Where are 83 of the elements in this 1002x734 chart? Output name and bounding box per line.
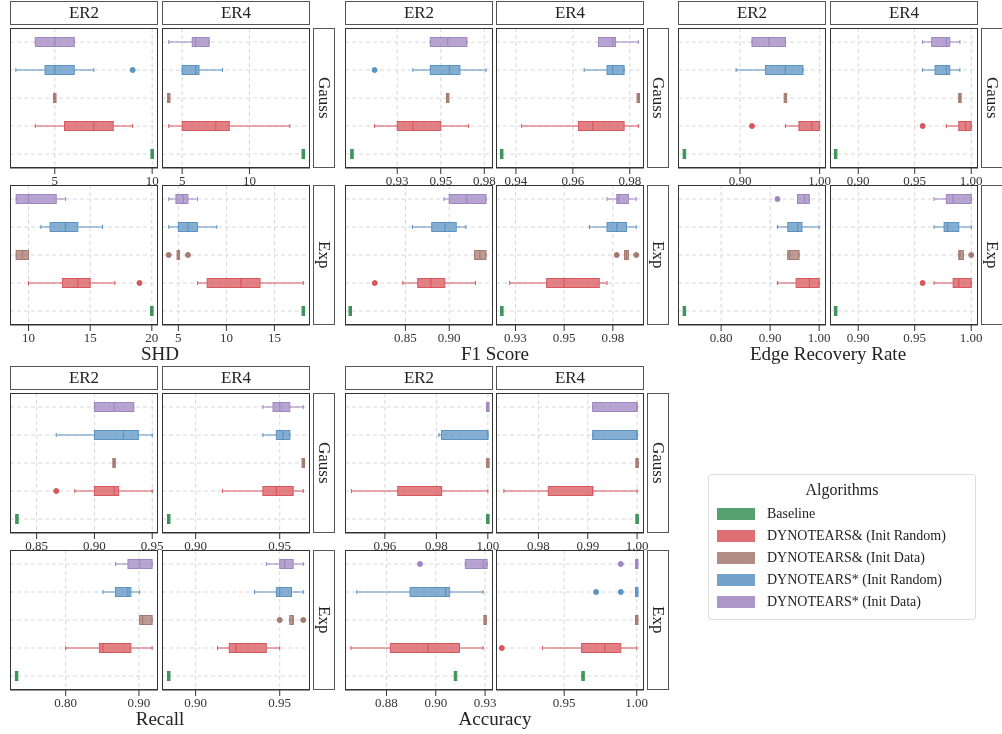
x-tick-label: 0.80 (54, 695, 78, 711)
x-tick-label: 0.90 (846, 330, 870, 346)
x-tick-label: 1.00 (476, 538, 500, 554)
text: Exp (648, 241, 668, 269)
chart-title: ER2 (345, 366, 493, 390)
x-tick-label: 0.99 (576, 538, 600, 554)
x-tick-label: 0.95 (552, 695, 576, 711)
text: Gauss (982, 77, 1002, 119)
x-tick-label: 0.90 (127, 695, 151, 711)
x-tick-label: 0.98 (425, 538, 448, 554)
x-tick-label: 0.98 (527, 538, 550, 554)
x-tick-label: 0.95 (429, 173, 453, 189)
legend-label: DYNOTEARS* (Init Data) (767, 594, 921, 610)
legend-label: DYNOTEARS* (Init Random) (767, 572, 942, 588)
x-tick-label: 0.93 (473, 695, 497, 711)
x-tick-label: 0.96 (373, 538, 397, 554)
legend-label: Baseline (767, 506, 816, 522)
x-tick-label: 5 (178, 173, 186, 189)
x-tick-label: 10 (145, 173, 159, 189)
text: Gauss (648, 442, 668, 484)
x-tick-label: 0.98 (472, 173, 496, 189)
x-tick-label: 0.95 (552, 330, 576, 346)
x-axis-title: Recall (135, 708, 185, 729)
x-axis-title: Edge Recovery Rate (749, 343, 907, 364)
x-tick-label: 0.90 (758, 330, 782, 346)
x-tick-label: 15 (83, 330, 97, 346)
x-tick-label: 0.80 (709, 330, 733, 346)
x-tick-label: 20 (145, 330, 159, 346)
x-tick-label: 0.95 (903, 173, 927, 189)
x-tick-label: 0.90 (184, 538, 208, 554)
chart-title: ER4 (162, 366, 310, 390)
x-tick-label: 10 (22, 330, 35, 346)
x-axis-title: SHD (140, 343, 179, 364)
chart-title: ER2 (678, 1, 826, 25)
chart-title: ER4 (830, 1, 978, 25)
chart-title: ER4 (162, 1, 310, 25)
x-tick-label: 0.98 (618, 173, 642, 189)
x-tick-label: 0.93 (504, 330, 527, 346)
x-tick-label: 1.00 (808, 173, 832, 189)
x-tick-label: 0.88 (375, 695, 398, 711)
x-tick-label: 1.00 (959, 173, 983, 189)
x-tick-label: 5 (51, 173, 59, 189)
x-tick-label: 0.90 (83, 538, 106, 554)
text: Exp (982, 241, 1002, 269)
x-tick-label: 10 (219, 330, 233, 346)
chart-title: ER2 (10, 366, 158, 390)
x-tick-label: 15 (267, 330, 281, 346)
chart-title: ER4 (496, 1, 644, 25)
text: Gauss (314, 77, 334, 119)
legend-title: Algorithms (804, 481, 880, 499)
text: Exp (314, 606, 334, 634)
text: Gauss (314, 442, 334, 484)
legend-label: DYNOTEARS& (Init Data) (767, 550, 925, 566)
x-axis-title: Accuracy (458, 708, 532, 729)
text: Exp (314, 241, 334, 269)
text: Exp (648, 606, 668, 634)
chart-title: ER2 (345, 1, 493, 25)
x-tick-label: 0.90 (846, 173, 870, 189)
x-tick-label: 0.95 (140, 538, 164, 554)
x-tick-label: 0.90 (184, 695, 208, 711)
x-tick-label: 0.95 (268, 695, 292, 711)
x-tick-label: 0.90 (728, 173, 752, 189)
text: Gauss (648, 77, 668, 119)
x-tick-label: 0.85 (394, 330, 417, 346)
x-tick-label: 5 (175, 330, 182, 346)
x-tick-label: 0.90 (424, 695, 448, 711)
x-tick-label: 1.00 (959, 330, 983, 346)
x-tick-label: 1.00 (807, 330, 831, 346)
x-tick-label: 0.90 (437, 330, 461, 346)
chart-title: ER4 (496, 366, 644, 390)
x-tick-label: 0.93 (385, 173, 409, 189)
x-tick-label: 0.95 (903, 330, 927, 346)
x-axis-title: F1 Score (460, 343, 530, 364)
legend-label: DYNOTEARS& (Init Random) (767, 528, 946, 544)
x-tick-label: 0.95 (268, 538, 292, 554)
x-tick-label: 0.94 (504, 173, 528, 189)
x-tick-label: 10 (242, 173, 256, 189)
x-tick-label: 1.00 (625, 695, 649, 711)
chart-title: ER2 (10, 1, 158, 25)
x-tick-label: 0.85 (25, 538, 48, 554)
x-tick-label: 0.98 (601, 330, 625, 346)
x-tick-label: 1.00 (625, 538, 649, 554)
x-tick-label: 0.96 (561, 173, 585, 189)
